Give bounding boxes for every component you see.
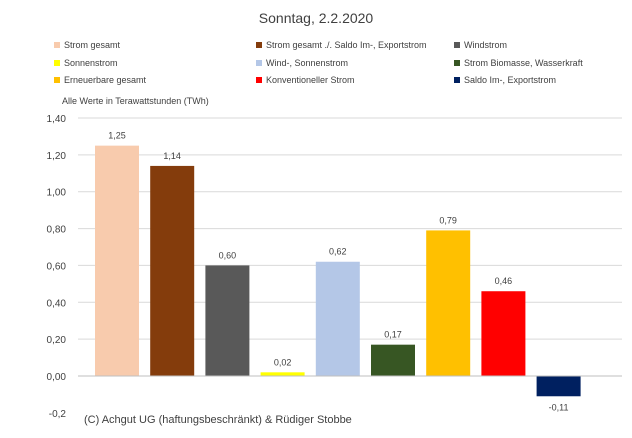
legend-item: Windstrom: [454, 40, 507, 50]
legend-item: Saldo Im-, Exportstrom: [454, 75, 556, 85]
bar: [426, 230, 471, 376]
y-tick-label: 1,40: [47, 114, 67, 125]
legend-label: Wind-, Sonnenstrom: [266, 58, 349, 68]
legend-swatch: [256, 42, 262, 48]
legend-item: Konventioneller Strom: [256, 75, 355, 85]
legend-label: Windstrom: [464, 40, 508, 50]
bar: [536, 376, 581, 397]
chart-title: Sonntag, 2.2.2020: [258, 10, 374, 26]
y-tick-label: 0,80: [47, 225, 67, 236]
y-tick-label: 0,00: [47, 372, 67, 383]
legend-swatch: [256, 60, 262, 66]
data-label: 1,14: [163, 151, 181, 161]
legend-label: Strom Biomasse, Wasserkraft: [464, 58, 583, 68]
credit-text: (C) Achgut UG (haftungsbeschränkt) & Rüd…: [84, 414, 352, 426]
data-label: 0,79: [439, 215, 457, 225]
legend-label: Sonnenstrom: [64, 58, 118, 68]
legend-item: Strom Biomasse, Wasserkraft: [454, 58, 583, 68]
legend-swatch: [454, 60, 460, 66]
legend-label: Strom gesamt ./. Saldo Im-, Exportstrom: [266, 40, 427, 50]
bar: [95, 145, 139, 376]
y-tick-label: 1,20: [47, 151, 67, 162]
legend-swatch: [256, 77, 262, 83]
data-label: 0,17: [384, 330, 402, 340]
data-label: 0,62: [329, 247, 347, 257]
legend-label: Strom gesamt: [64, 40, 121, 50]
legend-item: Erneuerbare gesamt: [54, 75, 146, 85]
y-tick-label: 1,00: [47, 188, 67, 199]
y-tick-label: 0,60: [47, 261, 67, 272]
bar: [481, 291, 526, 376]
legend-label: Erneuerbare gesamt: [64, 75, 147, 85]
legend-label: Saldo Im-, Exportstrom: [464, 75, 557, 85]
bar: [260, 372, 305, 376]
units-note: Alle Werte in Terawattstunden (TWh): [62, 96, 209, 106]
data-label: 1,25: [108, 131, 126, 141]
bar: [315, 261, 360, 376]
legend-item: Wind-, Sonnenstrom: [256, 58, 348, 68]
bar: [150, 165, 195, 376]
bar: [371, 344, 415, 376]
legend-item: Strom gesamt: [54, 40, 120, 50]
legend-swatch: [54, 77, 60, 83]
legend-item: Strom gesamt ./. Saldo Im-, Exportstrom: [256, 40, 427, 50]
data-label: 0,46: [495, 276, 513, 286]
y-tick-label: -0,2: [49, 409, 67, 420]
legend-item: Sonnenstrom: [54, 58, 118, 68]
data-label: -0,11: [549, 402, 569, 412]
bar: [205, 265, 250, 376]
data-label: 0,60: [219, 250, 237, 260]
legend-swatch: [54, 60, 60, 66]
y-tick-label: 0,40: [47, 298, 67, 309]
legend-swatch: [454, 77, 460, 83]
data-label: 0,02: [274, 357, 292, 367]
y-tick-label: 0,20: [47, 335, 67, 346]
legend-swatch: [54, 42, 60, 48]
legend-label: Konventioneller Strom: [266, 75, 355, 85]
legend-swatch: [454, 42, 460, 48]
